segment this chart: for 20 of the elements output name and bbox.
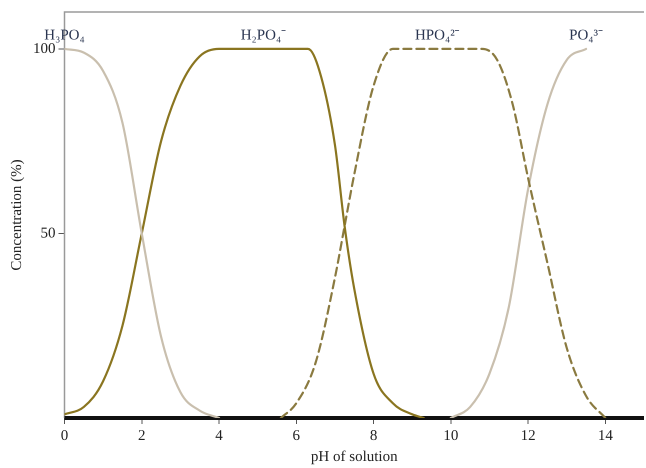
series-label: PO₄³⁻ [569,27,604,44]
x-tick-label: 2 [138,428,146,444]
series-label: H₂PO₄⁻ [240,27,286,44]
x-tick-label: 6 [292,428,301,444]
series-label: H₃PO₄ [44,27,85,44]
x-tick-label: 10 [443,428,458,444]
line-series [64,48,220,418]
y-tick-label: 50 [40,225,56,242]
line-series [450,48,588,418]
line-series [64,48,425,418]
x-tick-label: 0 [60,428,68,444]
series-label: HPO₄²⁻ [414,27,460,44]
x-tick-label: 8 [370,428,378,444]
x-tick-label: 4 [215,428,224,444]
y-tick-label: 100 [33,40,56,57]
x-tick-label: 12 [520,428,536,444]
y-axis-title: Concentration (%) [8,159,25,271]
x-axis-title: pH of solution [310,448,398,465]
line-series [280,48,606,418]
x-tick-label: 14 [598,428,614,444]
